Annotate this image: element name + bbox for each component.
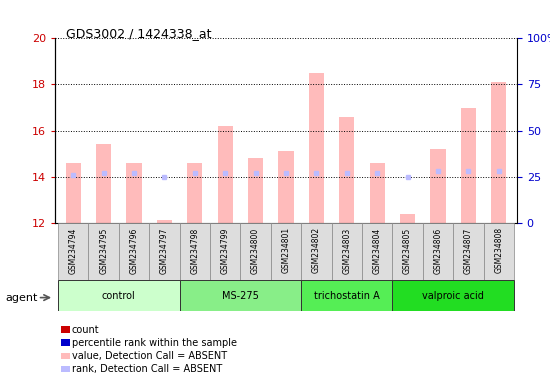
Text: GSM234794: GSM234794 bbox=[69, 227, 78, 274]
Text: GSM234808: GSM234808 bbox=[494, 227, 503, 273]
Text: GSM234802: GSM234802 bbox=[312, 227, 321, 273]
Bar bbox=[392, 223, 423, 280]
Bar bbox=[210, 223, 240, 280]
Bar bbox=[362, 223, 392, 280]
Bar bbox=[339, 117, 354, 223]
Bar bbox=[218, 126, 233, 223]
Text: GSM234799: GSM234799 bbox=[221, 227, 230, 274]
Bar bbox=[58, 223, 89, 280]
Text: GSM234804: GSM234804 bbox=[373, 227, 382, 273]
Text: GSM234807: GSM234807 bbox=[464, 227, 473, 273]
Text: valproic acid: valproic acid bbox=[422, 291, 484, 301]
Bar bbox=[180, 223, 210, 280]
Bar bbox=[423, 223, 453, 280]
Text: value, Detection Call = ABSENT: value, Detection Call = ABSENT bbox=[72, 351, 227, 361]
Text: agent: agent bbox=[6, 293, 38, 303]
Text: MS-275: MS-275 bbox=[222, 291, 259, 301]
Text: percentile rank within the sample: percentile rank within the sample bbox=[72, 338, 236, 348]
Bar bbox=[58, 280, 180, 311]
Text: GSM234795: GSM234795 bbox=[99, 227, 108, 274]
Bar bbox=[301, 280, 392, 311]
Bar bbox=[430, 149, 446, 223]
Bar bbox=[483, 223, 514, 280]
Text: GSM234797: GSM234797 bbox=[160, 227, 169, 274]
Bar bbox=[96, 144, 111, 223]
Bar bbox=[392, 280, 514, 311]
Bar bbox=[180, 280, 301, 311]
Bar bbox=[278, 151, 294, 223]
Text: count: count bbox=[72, 325, 99, 335]
Bar bbox=[453, 223, 483, 280]
Text: rank, Detection Call = ABSENT: rank, Detection Call = ABSENT bbox=[72, 364, 222, 374]
Text: GSM234803: GSM234803 bbox=[342, 227, 351, 273]
Text: GSM234796: GSM234796 bbox=[130, 227, 139, 274]
Bar bbox=[65, 163, 81, 223]
Bar bbox=[309, 73, 324, 223]
Bar bbox=[301, 223, 332, 280]
Bar bbox=[149, 223, 180, 280]
Bar bbox=[400, 214, 415, 223]
Text: GSM234801: GSM234801 bbox=[282, 227, 290, 273]
Bar bbox=[119, 223, 149, 280]
Bar bbox=[271, 223, 301, 280]
Text: GSM234805: GSM234805 bbox=[403, 227, 412, 273]
Text: trichostatin A: trichostatin A bbox=[314, 291, 379, 301]
Text: control: control bbox=[102, 291, 136, 301]
Bar bbox=[370, 163, 385, 223]
Bar bbox=[126, 163, 142, 223]
Text: GSM234798: GSM234798 bbox=[190, 227, 199, 273]
Bar bbox=[248, 158, 263, 223]
Bar bbox=[187, 163, 202, 223]
Bar bbox=[240, 223, 271, 280]
Bar bbox=[491, 82, 507, 223]
Text: GSM234800: GSM234800 bbox=[251, 227, 260, 273]
Bar bbox=[157, 220, 172, 223]
Text: GSM234806: GSM234806 bbox=[433, 227, 442, 273]
Bar bbox=[332, 223, 362, 280]
Bar bbox=[89, 223, 119, 280]
Text: GDS3002 / 1424338_at: GDS3002 / 1424338_at bbox=[66, 27, 212, 40]
Bar bbox=[461, 108, 476, 223]
